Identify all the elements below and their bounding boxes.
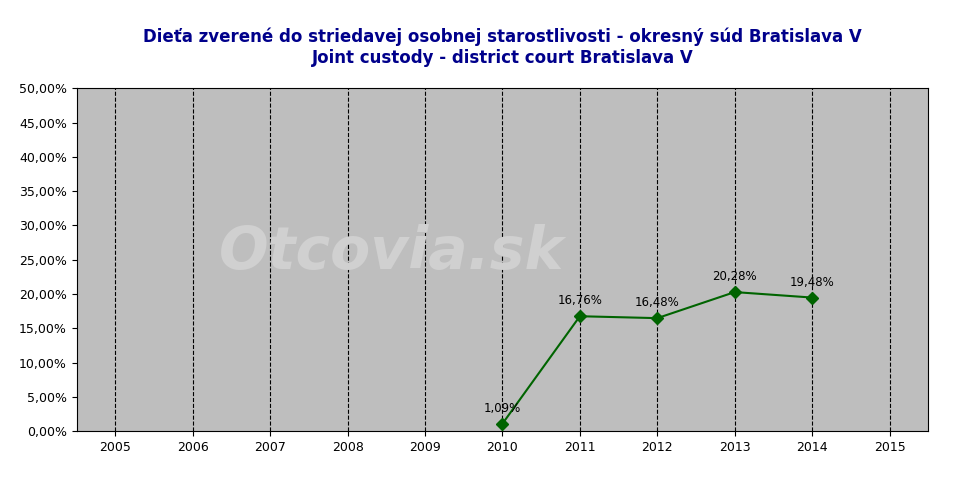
Text: 16,48%: 16,48% [634, 296, 679, 309]
Text: 1,09%: 1,09% [484, 402, 521, 415]
Text: 19,48%: 19,48% [790, 276, 835, 289]
Text: Otcovia.sk: Otcovia.sk [219, 224, 565, 281]
Title: Dieťa zverené do striedavej osobnej starostlivosti - okresný súd Bratislava V
Jo: Dieťa zverené do striedavej osobnej star… [143, 28, 862, 67]
Text: 16,76%: 16,76% [557, 294, 602, 307]
Text: 20,28%: 20,28% [712, 270, 757, 283]
